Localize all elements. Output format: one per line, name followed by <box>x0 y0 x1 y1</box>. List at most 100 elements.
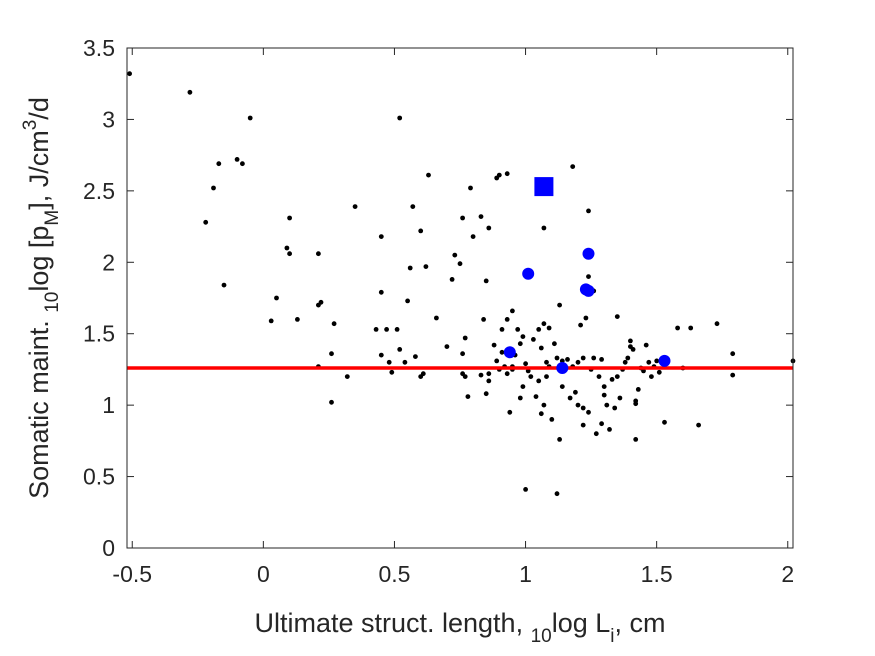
data-point <box>523 361 528 367</box>
data-point <box>499 327 505 332</box>
data-point <box>541 321 547 327</box>
data-point <box>378 352 384 358</box>
data-point <box>523 487 528 492</box>
data-point <box>580 422 586 428</box>
data-point <box>284 245 290 251</box>
data-point <box>593 431 599 437</box>
data-point <box>554 491 560 497</box>
data-point <box>596 374 602 379</box>
data-point <box>402 359 408 365</box>
data-point <box>538 411 544 417</box>
data-point <box>586 208 591 214</box>
data-point <box>628 338 633 344</box>
data-point <box>460 215 465 221</box>
data-point <box>295 317 300 322</box>
data-point <box>538 345 544 351</box>
data-point <box>344 374 350 379</box>
data-point <box>599 357 604 362</box>
data-point <box>573 389 578 395</box>
data-point <box>656 369 662 375</box>
data-point <box>630 347 636 352</box>
plot-area <box>127 71 796 497</box>
y-tick-label: 1 <box>102 392 115 418</box>
y-tick-label: 2 <box>102 249 115 275</box>
data-point <box>654 358 660 364</box>
data-point <box>583 315 589 321</box>
data-point <box>397 347 403 352</box>
axis-labels: Ultimate struct. length, 10log Li, cm So… <box>20 97 666 647</box>
data-point <box>462 374 468 379</box>
data-point <box>444 344 450 349</box>
data-point <box>549 417 555 422</box>
x-tick-label: -0.5 <box>112 561 152 587</box>
data-point <box>730 372 736 378</box>
data-point <box>688 325 694 331</box>
data-point <box>465 394 471 399</box>
data-point <box>557 302 562 308</box>
data-point <box>331 321 337 327</box>
x-tick-label: 0 <box>257 561 270 587</box>
data-point <box>211 185 216 191</box>
y-tick-label: 0.5 <box>83 464 115 490</box>
x-tick-label: 0.5 <box>378 561 410 587</box>
data-point <box>216 161 222 167</box>
data-point <box>599 421 604 427</box>
data-point <box>570 164 576 170</box>
axes-box <box>126 47 794 549</box>
data-point <box>504 371 510 377</box>
data-point <box>575 359 581 365</box>
data-point <box>614 314 620 319</box>
data-point <box>499 349 505 355</box>
x-tick-label: 2 <box>781 561 794 587</box>
data-point <box>378 234 384 240</box>
data-point <box>567 395 573 401</box>
data-point <box>318 299 324 305</box>
data-point <box>449 277 455 282</box>
highlighted-point <box>582 284 595 297</box>
data-point <box>649 374 654 379</box>
data-point <box>460 351 465 357</box>
data-point <box>420 371 426 377</box>
data-point <box>468 185 473 191</box>
data-point <box>544 374 549 379</box>
data-point <box>591 355 597 361</box>
data-point <box>612 405 618 411</box>
data-point <box>478 214 484 220</box>
data-point <box>418 228 424 234</box>
data-point <box>578 322 583 328</box>
data-point <box>481 317 486 322</box>
data-point <box>541 225 547 231</box>
highlighted-point <box>582 247 595 260</box>
data-point <box>625 355 631 361</box>
data-point <box>609 377 615 382</box>
data-point <box>675 325 680 331</box>
data-point <box>491 342 497 348</box>
data-point <box>552 341 557 347</box>
y-tick-label: 3.5 <box>83 35 115 61</box>
data-point <box>486 371 492 377</box>
data-point <box>601 384 607 389</box>
data-point <box>533 394 539 399</box>
data-point <box>389 369 395 375</box>
data-point <box>607 427 612 432</box>
data-point <box>528 374 534 379</box>
data-point <box>646 359 652 365</box>
data-point <box>580 405 586 411</box>
data-point <box>662 419 667 425</box>
data-point <box>373 327 379 332</box>
x-tick-label: 1 <box>519 561 532 587</box>
data-point <box>452 252 458 258</box>
data-point <box>633 437 639 442</box>
data-point <box>287 215 292 221</box>
highlighted-point <box>556 362 569 374</box>
data-point <box>586 409 591 415</box>
data-point <box>507 409 513 415</box>
data-point <box>565 357 570 362</box>
data-point <box>520 334 526 339</box>
data-point <box>268 318 274 324</box>
data-point <box>483 278 489 284</box>
y-tick-label: 2.5 <box>83 178 115 204</box>
data-point <box>622 359 628 365</box>
data-point <box>386 359 392 365</box>
